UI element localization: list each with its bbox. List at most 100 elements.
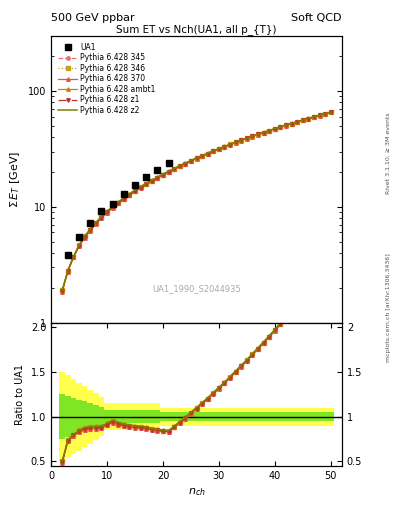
Pythia 6.428 z2 [300, 117, 305, 123]
UA1 [88, 220, 93, 226]
Line: Pythia 6.428 z2: Pythia 6.428 z2 [62, 112, 331, 290]
Pythia 6.428 346 [161, 172, 165, 178]
Bar [110, 403, 116, 430]
UA1 [155, 166, 160, 173]
Bar [154, 403, 160, 430]
Pythia 6.428 346 [317, 112, 322, 118]
Pythia 6.428 346 [329, 109, 333, 115]
Pythia 6.428 ambt1 [217, 145, 221, 152]
Pythia 6.428 370 [60, 289, 64, 295]
Pythia 6.428 345 [289, 121, 294, 127]
Pythia 6.428 ambt1 [155, 174, 160, 180]
Pythia 6.428 345 [144, 181, 149, 187]
Bar [199, 412, 205, 421]
Pythia 6.428 370 [77, 243, 81, 249]
Bar [143, 410, 149, 423]
Bar [71, 398, 76, 435]
Pythia 6.428 346 [228, 141, 232, 147]
Pythia 6.428 z2 [60, 287, 64, 293]
Pythia 6.428 z2 [329, 109, 333, 115]
Pythia 6.428 346 [127, 191, 132, 198]
Pythia 6.428 z1 [272, 126, 277, 132]
Bar [88, 390, 93, 443]
Pythia 6.428 z2 [66, 267, 70, 273]
Pythia 6.428 z1 [233, 139, 238, 145]
Pythia 6.428 345 [177, 163, 182, 169]
Bar [311, 408, 317, 425]
Pythia 6.428 370 [88, 228, 93, 234]
Pythia 6.428 345 [284, 122, 288, 129]
Pythia 6.428 370 [189, 158, 193, 164]
Pythia 6.428 z1 [284, 122, 288, 129]
Bar [322, 412, 328, 421]
Pythia 6.428 z2 [121, 195, 126, 201]
Pythia 6.428 345 [88, 227, 93, 233]
Y-axis label: Ratio to UA1: Ratio to UA1 [15, 364, 25, 425]
Bar [266, 412, 272, 421]
Pythia 6.428 z2 [284, 122, 288, 128]
Pythia 6.428 346 [289, 120, 294, 126]
Bar [116, 403, 121, 430]
Bar [82, 401, 88, 432]
Pythia 6.428 346 [250, 133, 255, 139]
Pythia 6.428 z1 [138, 184, 143, 190]
Pythia 6.428 346 [323, 111, 327, 117]
Bar [205, 412, 211, 421]
Pythia 6.428 z2 [228, 141, 232, 147]
Pythia 6.428 370 [211, 148, 216, 155]
Pythia 6.428 ambt1 [222, 143, 227, 150]
Pythia 6.428 z2 [71, 253, 76, 260]
Pythia 6.428 345 [161, 172, 165, 178]
Pythia 6.428 345 [60, 287, 64, 293]
Bar [300, 408, 306, 425]
Pythia 6.428 345 [138, 184, 143, 190]
Pythia 6.428 z1 [132, 188, 137, 194]
Pythia 6.428 z1 [239, 137, 244, 143]
Bar [328, 412, 334, 421]
Pythia 6.428 z2 [312, 114, 316, 120]
Pythia 6.428 346 [205, 151, 210, 157]
Pythia 6.428 z1 [306, 116, 311, 122]
Pythia 6.428 z1 [211, 148, 216, 154]
Pythia 6.428 346 [116, 200, 121, 206]
Bar [239, 408, 244, 425]
Bar [59, 394, 65, 439]
Pythia 6.428 345 [233, 139, 238, 145]
Pythia 6.428 346 [239, 137, 244, 143]
Pythia 6.428 ambt1 [183, 160, 188, 166]
Pythia 6.428 z1 [256, 132, 261, 138]
Pythia 6.428 346 [256, 131, 261, 137]
Pythia 6.428 346 [261, 130, 266, 136]
X-axis label: $n_{ch}$: $n_{ch}$ [187, 486, 206, 498]
Y-axis label: $\Sigma\,E_T$ [GeV]: $\Sigma\,E_T$ [GeV] [9, 151, 22, 208]
Pythia 6.428 z2 [306, 115, 311, 121]
Bar [261, 408, 266, 425]
Pythia 6.428 345 [205, 151, 210, 157]
Text: Rivet 3.1.10, ≥ 3M events: Rivet 3.1.10, ≥ 3M events [386, 113, 391, 195]
Pythia 6.428 ambt1 [329, 109, 333, 115]
Bar [239, 412, 244, 421]
Pythia 6.428 345 [329, 109, 333, 115]
Pythia 6.428 345 [110, 204, 115, 210]
Pythia 6.428 346 [183, 160, 188, 166]
Bar [306, 408, 311, 425]
Pythia 6.428 345 [155, 175, 160, 181]
Pythia 6.428 370 [177, 163, 182, 169]
Line: Pythia 6.428 346: Pythia 6.428 346 [61, 111, 332, 292]
Bar [121, 410, 127, 423]
Pythia 6.428 345 [82, 234, 87, 240]
Pythia 6.428 z1 [323, 111, 327, 117]
Pythia 6.428 ambt1 [278, 124, 283, 130]
Pythia 6.428 346 [166, 169, 171, 175]
Pythia 6.428 z1 [217, 146, 221, 152]
Pythia 6.428 z2 [323, 111, 327, 117]
Bar [261, 412, 266, 421]
Pythia 6.428 ambt1 [233, 139, 238, 145]
Pythia 6.428 346 [267, 127, 272, 134]
Pythia 6.428 ambt1 [121, 195, 126, 201]
Pythia 6.428 345 [132, 188, 137, 194]
Pythia 6.428 z2 [189, 157, 193, 163]
Pythia 6.428 346 [189, 158, 193, 164]
Pythia 6.428 ambt1 [295, 119, 299, 125]
Pythia 6.428 370 [228, 142, 232, 148]
